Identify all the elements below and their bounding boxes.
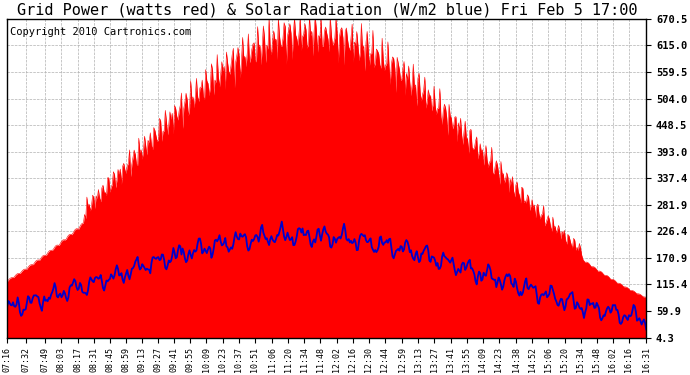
Title: Grid Power (watts red) & Solar Radiation (W/m2 blue) Fri Feb 5 17:00: Grid Power (watts red) & Solar Radiation… [17, 3, 637, 18]
Text: Copyright 2010 Cartronics.com: Copyright 2010 Cartronics.com [10, 27, 192, 37]
